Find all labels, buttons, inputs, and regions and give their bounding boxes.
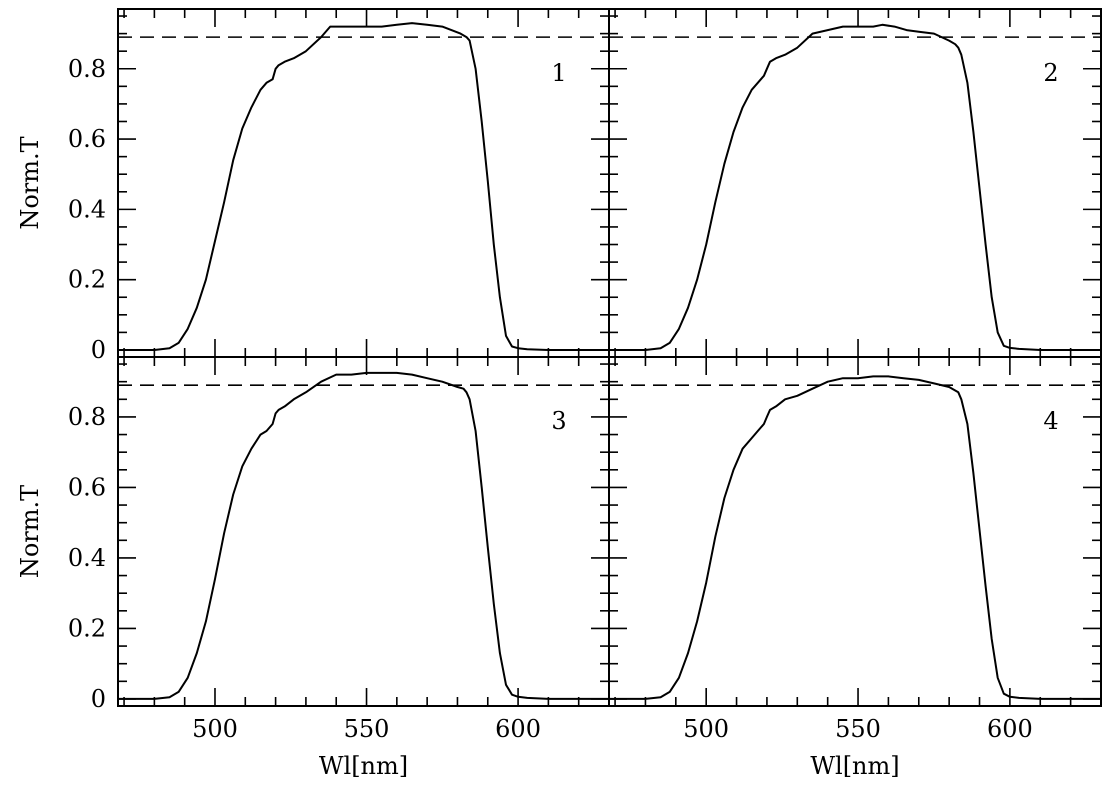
panel-3-y-tick-label: 0.8	[68, 403, 106, 431]
panel-4-transmission-curve	[609, 375, 1101, 700]
panel-1-frame	[117, 8, 610, 358]
panel-4-label: 4	[1043, 407, 1058, 435]
panel-3-label: 3	[551, 407, 566, 435]
panel-1-y-tick-label: 0.6	[68, 125, 106, 153]
panel-1-y-tick-label: 0.4	[68, 195, 106, 223]
panel-3-y-tick-label: 0.2	[68, 614, 106, 642]
panel-1-y-tick-label: 0.2	[68, 266, 106, 294]
panel-3-y-tick-label: 0.6	[68, 473, 106, 501]
panel-1-transmission-curve	[118, 22, 609, 351]
panel-2-transmission-curve	[609, 23, 1101, 351]
panel-1-label: 1	[551, 59, 566, 87]
panel-3-x-tick-label: 500	[192, 715, 238, 743]
panel-3-x-axis-title: Wl[nm]	[319, 752, 408, 780]
panel-4-x-tick-label: 500	[683, 715, 729, 743]
panel-2-label: 2	[1043, 59, 1058, 87]
panel-1-y-axis-title: Norm.T	[16, 136, 44, 229]
panel-1-y-tick-label: 0.8	[68, 55, 106, 83]
panel-4-x-tick-label: 600	[987, 715, 1033, 743]
panel-3-x-tick-label: 550	[344, 715, 390, 743]
panel-4-x-axis-title: Wl[nm]	[810, 752, 899, 780]
panel-3-transmission-curve	[118, 371, 609, 700]
panel-3-y-tick-label: 0	[91, 685, 106, 713]
panel-3-frame	[117, 356, 610, 707]
panel-3-y-tick-label: 0.4	[68, 544, 106, 572]
panel-3-x-tick-label: 600	[495, 715, 541, 743]
panel-4-frame	[608, 356, 1102, 707]
panel-2-frame	[608, 8, 1102, 358]
panel-3-y-axis-title: Norm.T	[16, 485, 44, 578]
panel-1-y-tick-label: 0	[91, 336, 106, 364]
panel-4-x-tick-label: 550	[835, 715, 881, 743]
